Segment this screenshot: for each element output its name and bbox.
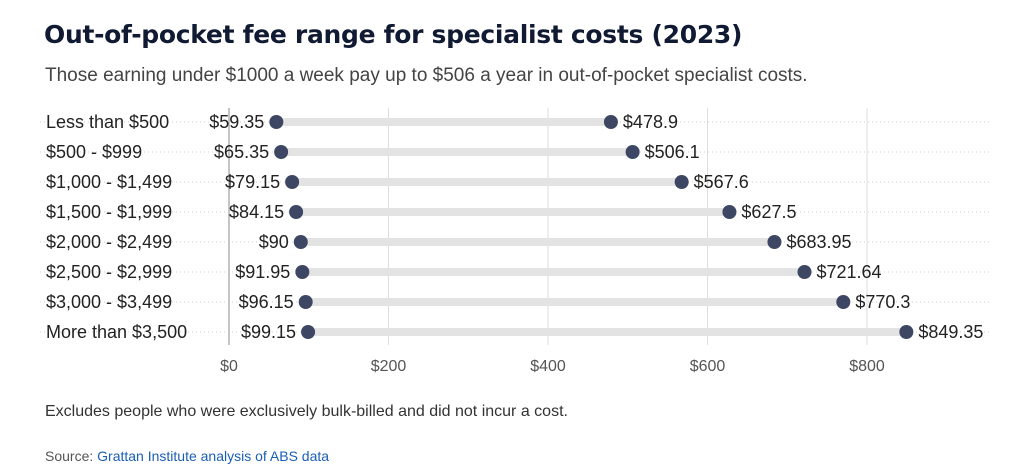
x-tick-label: $0 — [220, 358, 238, 375]
max-value-label: $683.95 — [786, 232, 851, 252]
max-value-label: $627.5 — [741, 202, 796, 222]
min-dot — [301, 325, 316, 339]
chart-source: Source: Grattan Institute analysis of AB… — [45, 448, 329, 464]
category-label: Less than $500 — [46, 112, 169, 132]
data-labels: $59.35 $478.9 $65.35 $506.1 $79.15 $567.6 $84.… — [209, 112, 983, 342]
category-label: More than $3,500 — [46, 322, 187, 342]
chart-subtitle: Those earning under $1000 a week pay up … — [45, 65, 808, 86]
source-link[interactable]: Grattan Institute analysis of ABS data — [97, 448, 330, 464]
category-label: $1,000 - $1,499 — [46, 172, 172, 192]
chart-note: Excludes people who were exclusively bul… — [45, 403, 568, 420]
max-dot — [899, 325, 914, 339]
min-dot — [269, 115, 284, 129]
max-value-label: $849.35 — [918, 322, 983, 342]
category-label: $3,000 - $3,499 — [46, 292, 172, 312]
category-label: $500 - $999 — [46, 142, 142, 162]
min-value-label: $84.15 — [229, 202, 284, 222]
max-dot — [836, 295, 851, 309]
max-dot — [722, 205, 737, 219]
min-dot — [295, 265, 310, 279]
chart-title: Out-of-pocket fee range for specialist c… — [44, 20, 743, 49]
min-dot — [285, 175, 300, 189]
max-value-label: $567.6 — [694, 172, 749, 192]
max-dot — [674, 175, 689, 189]
max-value-label: $506.1 — [645, 142, 700, 162]
category-label: $2,500 - $2,999 — [46, 262, 172, 282]
min-dot — [298, 295, 313, 309]
category-label: $2,000 - $2,499 — [46, 232, 172, 252]
max-value-label: $478.9 — [623, 112, 678, 132]
category-label: $1,500 - $1,999 — [46, 202, 172, 222]
min-value-label: $59.35 — [209, 112, 264, 132]
x-tick-label: $200 — [371, 358, 407, 375]
grid-lines — [40, 108, 990, 345]
min-dot — [293, 235, 308, 249]
max-dot — [625, 145, 640, 159]
x-tick-label: $400 — [530, 358, 566, 375]
min-value-label: $96.15 — [239, 292, 294, 312]
x-tick-label: $600 — [690, 358, 726, 375]
min-value-label: $79.15 — [225, 172, 280, 192]
max-value-label: $770.3 — [855, 292, 910, 312]
source-prefix: Source: — [45, 448, 94, 464]
max-dot — [767, 235, 782, 249]
category-labels: Less than $500 $500 - $999 $1,000 - $1,499… — [46, 112, 187, 342]
min-dot — [289, 205, 304, 219]
min-dot — [274, 145, 289, 159]
min-value-label: $90 — [259, 232, 289, 252]
range-dots — [269, 115, 914, 339]
x-axis-ticks: $0 $200 $400 $600 $800 — [220, 358, 885, 375]
min-value-label: $65.35 — [214, 142, 269, 162]
max-value-label: $721.64 — [817, 262, 882, 282]
min-value-label: $99.15 — [241, 322, 296, 342]
max-dot — [603, 115, 618, 129]
range-bars — [272, 118, 911, 336]
x-tick-label: $800 — [849, 358, 885, 375]
max-dot — [797, 265, 812, 279]
min-value-label: $91.95 — [235, 262, 290, 282]
